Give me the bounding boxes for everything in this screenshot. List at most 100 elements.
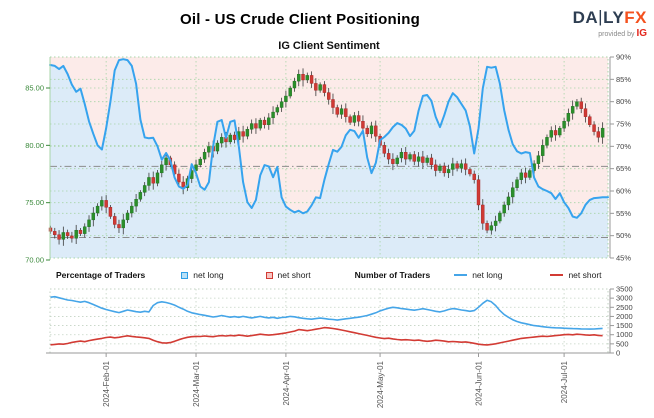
candle-body: [104, 200, 108, 208]
candle-body: [481, 204, 485, 224]
dailyfx-logo: DA|LYFX provided by IG: [572, 7, 647, 39]
price-axis-label: 75.00: [25, 198, 44, 207]
candle-body: [485, 223, 489, 231]
candle-body: [117, 224, 121, 229]
price-axis-label: 80.00: [25, 141, 44, 150]
candle-body: [262, 119, 267, 125]
candle-body: [112, 216, 117, 225]
candle-body: [523, 172, 528, 178]
candle-body: [575, 101, 579, 107]
candle-body: [395, 157, 399, 164]
candle-body: [258, 119, 262, 129]
percent-axis-label: 65%: [616, 164, 631, 173]
date-label: 2024-Jun-01: [475, 360, 484, 405]
candle-body: [553, 130, 558, 136]
candle-body: [245, 129, 250, 137]
candle-body: [579, 101, 583, 109]
count-axis-label: 1500: [616, 321, 633, 330]
candle-body: [138, 192, 143, 200]
candle-body: [515, 179, 519, 188]
chart-subtitle: IG Client Sentiment: [278, 40, 380, 52]
candle-body: [83, 226, 87, 234]
date-label: 2024-Feb-01: [102, 360, 111, 406]
candle-body: [498, 212, 502, 222]
dailyfx-wordmark: DA|LYFX: [572, 7, 647, 27]
candle-body: [331, 99, 335, 108]
percent-axis-label: 70%: [616, 142, 631, 151]
candle-body: [476, 179, 481, 206]
count-axis-label: 500: [616, 339, 629, 348]
candle-body: [549, 130, 553, 138]
candle-body: [472, 173, 476, 180]
candle-body: [558, 127, 562, 136]
candle-body: [125, 212, 130, 221]
candle-body: [391, 158, 395, 164]
candle-body: [279, 101, 284, 108]
candle-body: [318, 84, 322, 91]
count-line-net-short: [50, 326, 603, 346]
chart-legend: Percentage of Traders net long net short…: [56, 270, 602, 280]
candle-body: [592, 124, 596, 132]
candle-body: [232, 134, 237, 140]
candle-body: [489, 225, 494, 231]
candle-body: [386, 153, 391, 160]
candle-body: [241, 131, 245, 137]
candle-body: [528, 170, 532, 178]
candle-body: [309, 75, 314, 84]
candle-body: [207, 146, 211, 153]
candle-body: [446, 169, 451, 174]
candle-body: [506, 196, 511, 206]
price-axis-label: 70.00: [25, 256, 44, 265]
candle-body: [596, 131, 601, 138]
percent-axis-label: 80%: [616, 97, 631, 106]
candle-body: [562, 121, 566, 129]
percent-axis-label: 50%: [616, 231, 631, 240]
candle-body: [57, 234, 61, 240]
candle-body: [271, 111, 275, 119]
candle-body: [451, 163, 455, 170]
candle-body: [511, 187, 515, 198]
candle-body: [588, 116, 592, 125]
candle-body: [254, 123, 258, 129]
candle-body: [65, 232, 70, 237]
sentiment-fill-above: [50, 57, 608, 218]
candle-body: [228, 134, 232, 143]
date-label: 2024-Mar-01: [192, 360, 201, 406]
legend-percentage-of-traders: Percentage of Traders: [56, 270, 146, 280]
candle-body: [322, 84, 327, 93]
candle-body: [442, 165, 446, 174]
candle-body: [327, 92, 331, 100]
date-label: 2024-Apr-01: [282, 360, 291, 405]
candle-body: [459, 163, 464, 169]
candle-body: [344, 108, 348, 117]
candle-body: [160, 164, 164, 174]
count-axis-label: 3000: [616, 294, 633, 303]
candle-body: [284, 95, 288, 102]
candle-body: [121, 219, 125, 229]
legend-pct-net-long: net long: [181, 270, 224, 280]
candle-body: [545, 137, 549, 146]
candle-body: [408, 154, 412, 160]
count-axis-label: 0: [616, 349, 620, 358]
candle-body: [348, 116, 352, 123]
candle-body: [108, 207, 113, 217]
candle-body: [275, 107, 280, 113]
percent-axis-label: 45%: [616, 254, 631, 263]
candle-body: [335, 107, 339, 115]
candle-body: [130, 205, 134, 214]
candle-body: [78, 229, 83, 234]
candle-body: [352, 115, 357, 123]
net-short-square-icon: [265, 271, 273, 279]
candle-body: [600, 127, 605, 138]
candle-body: [463, 163, 468, 170]
candle-body: [74, 229, 78, 239]
candle-body: [147, 177, 151, 186]
count-plot-border: [49, 288, 609, 354]
candle-body: [429, 157, 434, 166]
candle-body: [87, 219, 91, 227]
candle-body: [438, 165, 442, 171]
candle-body: [519, 172, 523, 180]
candle-body: [70, 235, 74, 239]
candle-body: [91, 212, 96, 221]
